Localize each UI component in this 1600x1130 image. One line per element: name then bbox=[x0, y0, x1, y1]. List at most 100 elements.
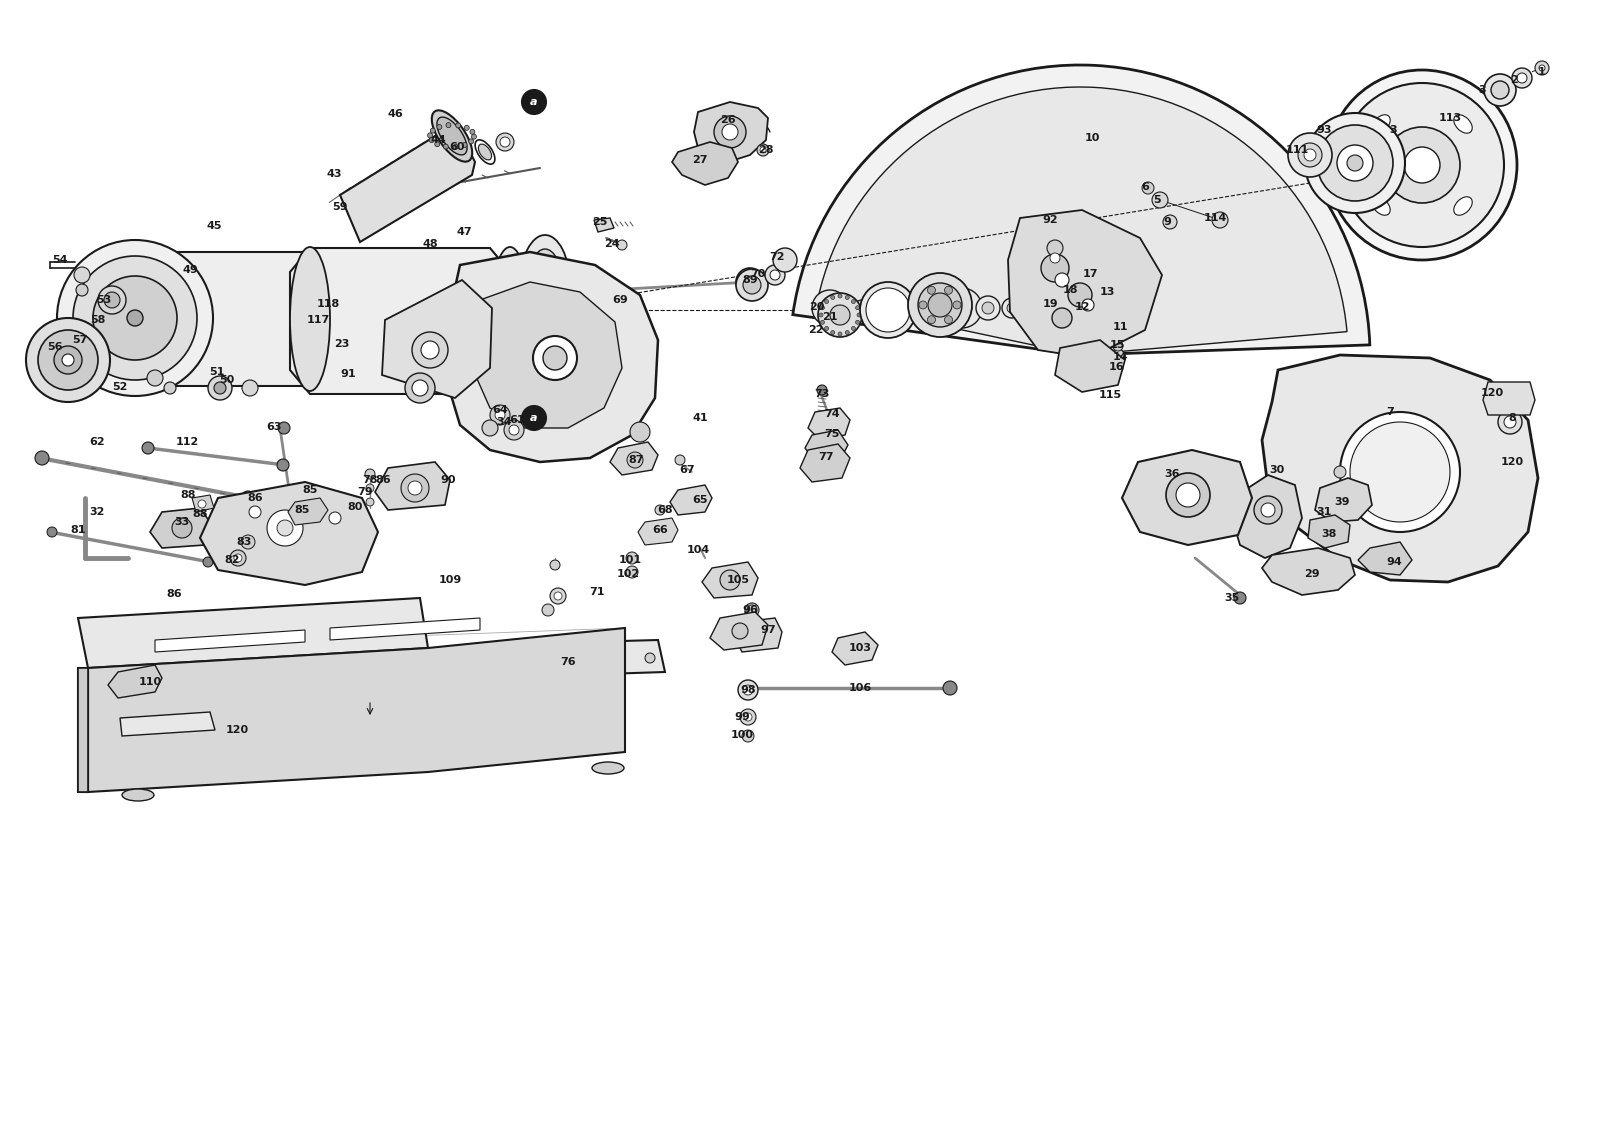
Circle shape bbox=[742, 276, 762, 294]
Circle shape bbox=[856, 306, 859, 310]
Circle shape bbox=[720, 570, 739, 590]
Circle shape bbox=[26, 318, 110, 402]
Circle shape bbox=[1338, 145, 1373, 181]
Text: 62: 62 bbox=[90, 437, 106, 447]
Text: 89: 89 bbox=[742, 275, 758, 285]
Text: 118: 118 bbox=[317, 299, 339, 308]
Text: 68: 68 bbox=[658, 505, 674, 515]
Polygon shape bbox=[1483, 382, 1534, 415]
Wedge shape bbox=[818, 87, 1347, 355]
Text: 87: 87 bbox=[629, 455, 643, 466]
Text: 88: 88 bbox=[181, 490, 195, 499]
Circle shape bbox=[429, 138, 434, 142]
Circle shape bbox=[952, 298, 973, 318]
Text: 60: 60 bbox=[450, 142, 464, 153]
Circle shape bbox=[819, 313, 822, 318]
Text: 13: 13 bbox=[1099, 287, 1115, 297]
Text: 117: 117 bbox=[306, 315, 330, 325]
Polygon shape bbox=[1054, 340, 1125, 392]
Circle shape bbox=[173, 518, 192, 538]
Circle shape bbox=[918, 301, 926, 308]
Text: 72: 72 bbox=[770, 252, 784, 262]
Circle shape bbox=[722, 124, 738, 140]
Text: 12: 12 bbox=[1074, 302, 1090, 312]
Circle shape bbox=[522, 90, 546, 114]
Text: 115: 115 bbox=[1099, 390, 1122, 400]
Circle shape bbox=[954, 301, 962, 308]
Circle shape bbox=[230, 550, 246, 566]
Circle shape bbox=[1534, 61, 1549, 75]
Polygon shape bbox=[670, 485, 712, 515]
Circle shape bbox=[98, 286, 126, 314]
Circle shape bbox=[1069, 282, 1091, 307]
Circle shape bbox=[277, 520, 293, 536]
Circle shape bbox=[838, 332, 842, 336]
Circle shape bbox=[456, 123, 461, 128]
Circle shape bbox=[1046, 240, 1062, 257]
Circle shape bbox=[739, 709, 757, 725]
Circle shape bbox=[1088, 302, 1128, 342]
Circle shape bbox=[870, 303, 880, 313]
Text: 39: 39 bbox=[1334, 497, 1350, 507]
Circle shape bbox=[35, 451, 50, 466]
Circle shape bbox=[203, 557, 213, 567]
Text: 112: 112 bbox=[176, 437, 198, 447]
Circle shape bbox=[366, 498, 374, 506]
Circle shape bbox=[413, 380, 429, 395]
Text: 86: 86 bbox=[246, 493, 262, 503]
Circle shape bbox=[365, 469, 374, 479]
Circle shape bbox=[234, 554, 242, 562]
Polygon shape bbox=[672, 142, 738, 185]
Circle shape bbox=[883, 299, 901, 318]
Circle shape bbox=[626, 566, 638, 579]
Text: 21: 21 bbox=[822, 312, 838, 322]
Circle shape bbox=[770, 270, 781, 280]
Circle shape bbox=[443, 144, 448, 149]
Polygon shape bbox=[339, 130, 475, 242]
Circle shape bbox=[1096, 310, 1120, 334]
Text: 69: 69 bbox=[613, 295, 627, 305]
Circle shape bbox=[654, 505, 666, 515]
Circle shape bbox=[1491, 81, 1509, 99]
Polygon shape bbox=[1358, 542, 1413, 575]
Circle shape bbox=[1163, 215, 1178, 229]
Circle shape bbox=[736, 269, 768, 301]
Circle shape bbox=[1350, 421, 1450, 522]
Circle shape bbox=[843, 303, 853, 313]
Circle shape bbox=[1053, 308, 1072, 328]
Circle shape bbox=[928, 293, 952, 318]
Circle shape bbox=[165, 382, 176, 394]
Circle shape bbox=[1067, 299, 1083, 316]
Text: 16: 16 bbox=[1109, 362, 1125, 372]
Circle shape bbox=[742, 275, 757, 289]
Circle shape bbox=[976, 296, 1000, 320]
Circle shape bbox=[430, 128, 435, 133]
Circle shape bbox=[830, 331, 835, 334]
Ellipse shape bbox=[1371, 115, 1390, 133]
Circle shape bbox=[861, 282, 915, 338]
Circle shape bbox=[250, 506, 261, 518]
Text: 105: 105 bbox=[726, 575, 749, 585]
Polygon shape bbox=[150, 508, 211, 548]
Text: 3: 3 bbox=[1478, 85, 1486, 95]
Circle shape bbox=[738, 680, 758, 699]
Circle shape bbox=[509, 425, 518, 435]
Text: 79: 79 bbox=[357, 487, 373, 497]
Polygon shape bbox=[610, 442, 658, 475]
Text: 23: 23 bbox=[334, 339, 350, 349]
Circle shape bbox=[1326, 70, 1517, 260]
Polygon shape bbox=[374, 462, 450, 510]
Circle shape bbox=[1082, 299, 1094, 311]
Text: 102: 102 bbox=[616, 570, 640, 579]
Circle shape bbox=[504, 420, 525, 440]
Circle shape bbox=[630, 421, 650, 442]
Circle shape bbox=[453, 145, 458, 149]
Circle shape bbox=[494, 410, 506, 420]
Circle shape bbox=[1512, 68, 1533, 88]
Text: 28: 28 bbox=[758, 145, 774, 155]
Text: 52: 52 bbox=[112, 382, 128, 392]
Text: 48: 48 bbox=[422, 240, 438, 249]
Circle shape bbox=[46, 527, 58, 537]
Circle shape bbox=[435, 141, 440, 147]
Circle shape bbox=[542, 605, 554, 616]
